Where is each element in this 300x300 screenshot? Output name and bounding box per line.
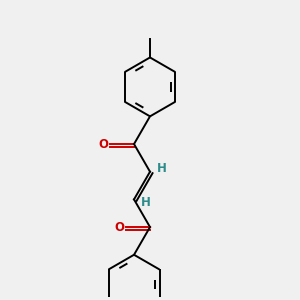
- Text: H: H: [141, 196, 151, 209]
- Text: O: O: [115, 220, 125, 234]
- Text: H: H: [157, 162, 167, 175]
- Text: O: O: [99, 137, 109, 151]
